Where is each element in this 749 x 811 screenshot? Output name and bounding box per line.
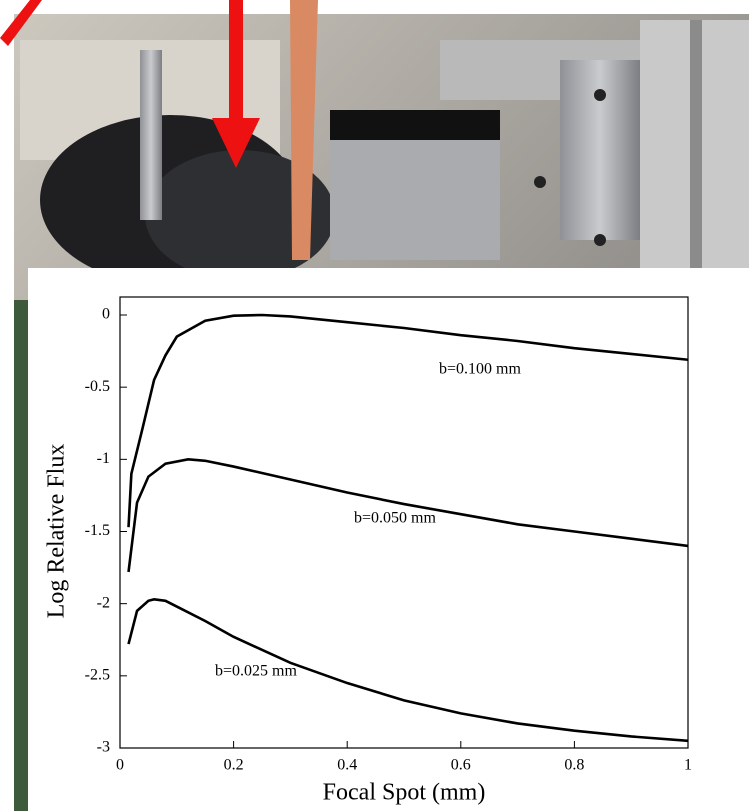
x-tick-label: 0 xyxy=(116,757,124,774)
x-tick-label: 1 xyxy=(684,757,692,774)
plot-frame xyxy=(119,296,689,749)
series-line xyxy=(127,598,689,743)
red-arrows xyxy=(0,0,260,168)
x-tick-label: 0.4 xyxy=(337,757,357,774)
series-label: b=0.025 mm xyxy=(215,663,297,680)
series-line xyxy=(127,313,689,528)
y-tick-label: -1.5 xyxy=(85,522,110,539)
series-label: b=0.050 mm xyxy=(354,510,436,527)
y-tick-label: -0.5 xyxy=(85,378,110,395)
x-tick-label: 0.6 xyxy=(451,757,471,774)
y-axis-label: Log Relative Flux xyxy=(44,444,70,619)
series-line xyxy=(127,458,689,573)
y-tick-label: -2 xyxy=(97,594,110,611)
y-tick-label: -2.5 xyxy=(85,667,110,684)
x-tick-label: 0.2 xyxy=(224,757,244,774)
y-tick-label: -1 xyxy=(97,450,110,467)
x-axis-label: Focal Spot (mm) xyxy=(323,780,486,806)
y-tick-label: -3 xyxy=(97,739,110,756)
series-label: b=0.100 mm xyxy=(439,361,521,378)
x-tick-label: 0.8 xyxy=(564,757,584,774)
y-tick-label: 0 xyxy=(102,306,110,323)
